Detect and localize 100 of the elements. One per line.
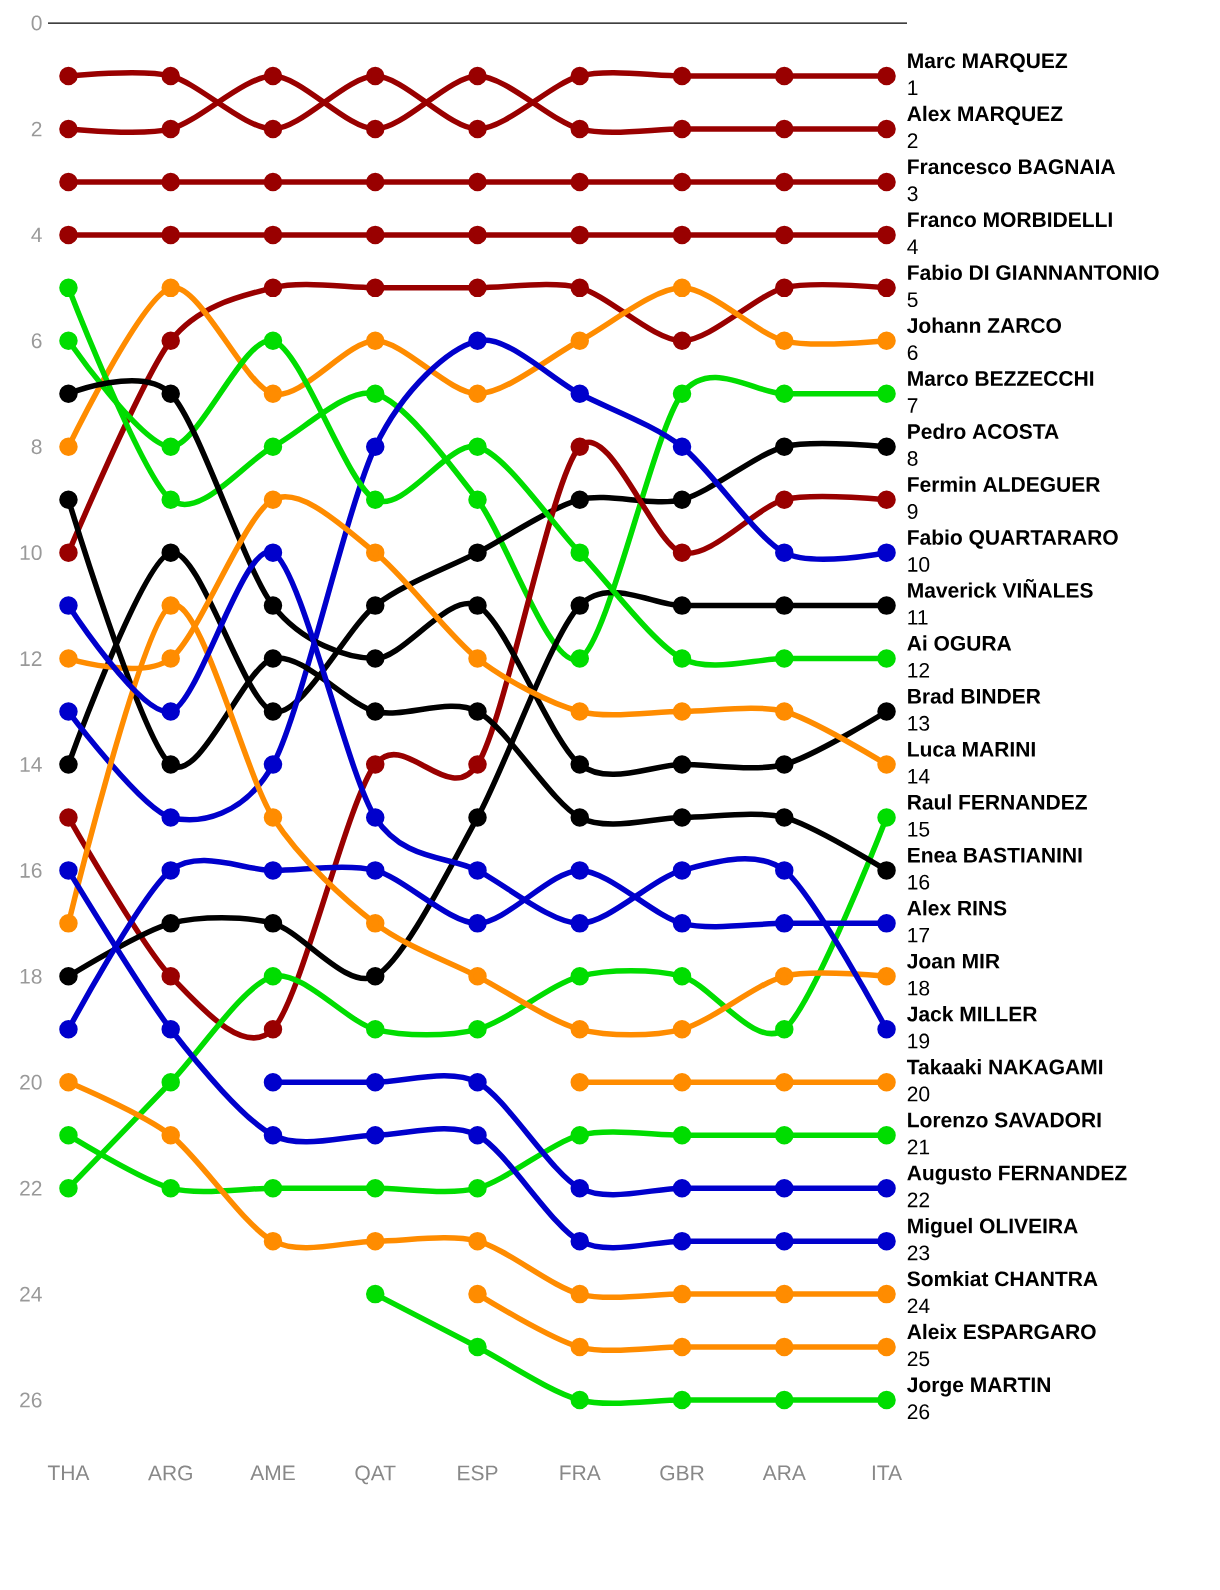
point [877,861,896,880]
point [877,1125,896,1145]
point [570,1125,590,1145]
point [672,861,692,880]
point [161,66,180,86]
data-label: 22 [907,1192,930,1208]
point [365,596,385,615]
point [877,649,896,668]
data-label: 26 [907,1404,930,1420]
point [365,66,385,86]
series-label: Miguel OLIVEIRA [908,1217,1078,1238]
point [59,278,78,298]
point [468,119,487,139]
point [161,1125,180,1145]
point [59,331,78,351]
point [161,331,180,351]
point [570,967,590,986]
point [570,649,590,668]
point [263,278,283,298]
y-tick-label: 20 [20,1074,42,1090]
point [775,437,794,456]
point [365,967,385,986]
point [468,596,487,615]
data-label: 25 [907,1351,930,1367]
point [775,119,794,139]
point [570,755,590,774]
point [468,437,487,456]
point [161,490,180,509]
point [263,1231,283,1251]
point [877,596,896,615]
data-label: 20 [907,1086,930,1102]
point [877,119,896,139]
point [59,702,78,721]
y-tick-label: 12 [20,651,42,666]
point [161,437,180,456]
series-label: Ai OGURA [907,635,1012,651]
point [877,808,896,827]
series-label: Brad BINDER [908,688,1041,704]
point [365,808,385,827]
point [59,384,78,404]
point [877,490,896,509]
point [59,967,78,986]
data-label: 17 [908,927,930,943]
point [263,543,283,562]
point [263,331,283,351]
y-tick-label: 18 [20,968,42,984]
point [672,225,692,245]
point [570,172,590,192]
point [59,1020,78,1039]
point [365,1284,385,1304]
point [263,437,283,456]
point [672,649,692,668]
point [775,384,794,404]
y-tick-label: 6 [31,333,42,349]
point [365,861,385,880]
point [263,490,283,509]
series-label: Jorge MARTIN [907,1377,1050,1397]
point [570,278,590,298]
point [570,1073,590,1092]
point [775,331,794,351]
point [877,1020,896,1039]
point [672,1020,692,1039]
point [263,225,283,245]
point [775,702,794,721]
data-label: 1 [908,80,918,95]
point [877,543,896,562]
series-label: Alex RINS [907,900,1007,916]
x-tick-label: ITA [872,1465,903,1480]
point [59,543,78,562]
point [672,1178,692,1198]
point [263,596,283,615]
point [672,1231,692,1251]
point [570,225,590,245]
point [365,1231,385,1251]
data-label: 24 [907,1298,930,1314]
series-label: Jack MILLER [907,1006,1038,1022]
data-label: 8 [907,451,918,466]
point [775,808,794,827]
point [570,702,590,721]
point [365,172,385,192]
point [570,543,590,562]
point [365,755,385,774]
point [570,331,590,351]
point [570,596,590,615]
point [263,967,283,986]
point [263,1125,283,1145]
x-tick-label: AME [250,1465,295,1480]
point [672,1390,692,1410]
point [468,1178,487,1198]
point [161,1178,180,1198]
series-label: Maverick VIÑALES [908,578,1093,598]
data-label: 13 [908,715,930,731]
series-label: Luca MARINI [908,742,1035,757]
data-label: 6 [907,345,918,361]
point [672,755,692,774]
point [161,543,180,562]
point [877,437,896,456]
point [59,66,78,86]
x-tick-label: QAT [355,1465,396,1485]
data-label: 14 [908,769,930,784]
